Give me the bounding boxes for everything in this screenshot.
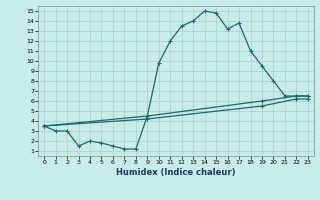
X-axis label: Humidex (Indice chaleur): Humidex (Indice chaleur)	[116, 168, 236, 177]
